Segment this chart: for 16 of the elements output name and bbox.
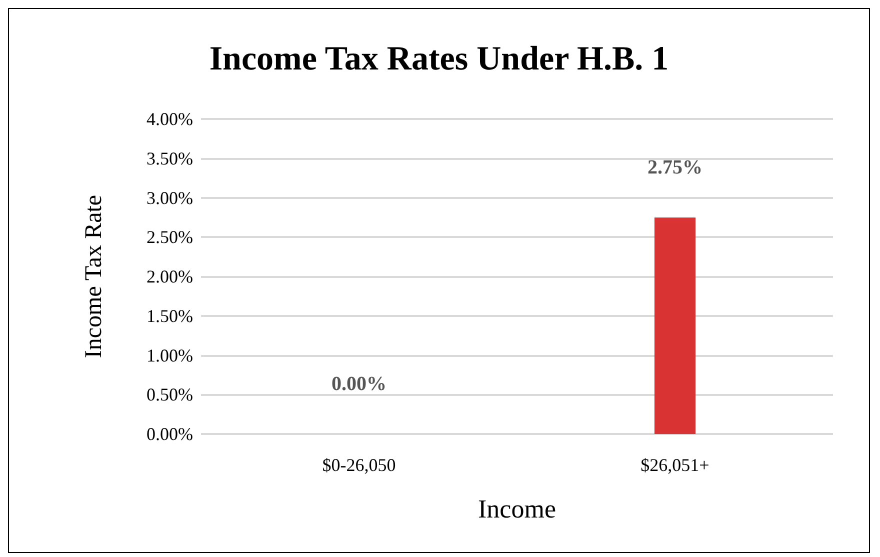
data-label: 0.00% <box>332 373 386 395</box>
y-tick-label: 0.50% <box>146 384 193 405</box>
y-tick-label: 2.00% <box>146 266 193 286</box>
y-axis-title: Income Tax Rate <box>81 194 107 358</box>
data-label: 2.75% <box>648 156 702 178</box>
y-tick-label: 3.00% <box>146 188 193 208</box>
y-tick-label: 1.00% <box>146 345 193 366</box>
x-tick-label: $0-26,050 <box>322 455 396 475</box>
y-tick-label: 1.50% <box>146 306 193 326</box>
y-tick-label: 0.00% <box>146 424 193 444</box>
chart-title: Income Tax Rates Under H.B. 1 <box>209 40 669 78</box>
y-tick-label: 4.00% <box>146 109 193 129</box>
x-axis-title: Income <box>478 494 556 524</box>
y-tick-label: 2.50% <box>146 227 193 248</box>
y-tick-label: 3.50% <box>146 148 193 168</box>
x-tick-label: $26,051+ <box>640 455 710 475</box>
